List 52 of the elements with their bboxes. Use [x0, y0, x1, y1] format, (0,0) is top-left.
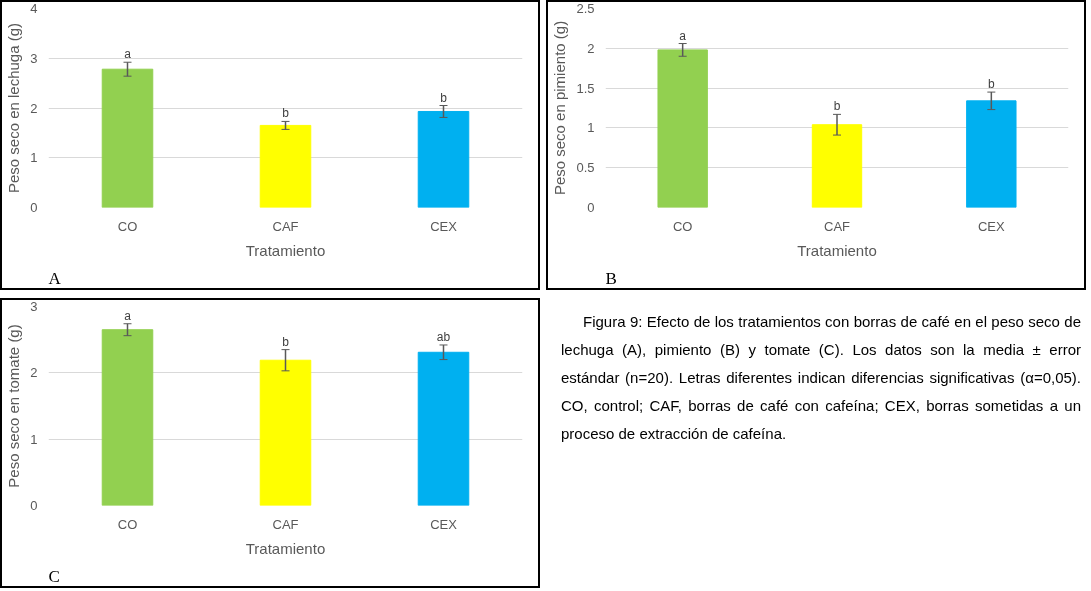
- x-axis-title: Tratamiento: [245, 241, 326, 259]
- y-tick-label: 3: [30, 299, 38, 314]
- y-tick-label: 2.5: [576, 1, 595, 16]
- annotation: a: [124, 47, 132, 62]
- x-tick-label: CAF: [272, 516, 299, 532]
- y-tick-label: 1: [587, 120, 595, 136]
- y-tick-label: 2: [587, 40, 595, 56]
- x-tick-label: CAF: [272, 218, 299, 234]
- annotation: b: [988, 77, 995, 92]
- y-axis-title: Peso seco en lechuga (g): [5, 22, 23, 194]
- annotation: a: [679, 28, 687, 43]
- bar: [966, 100, 1017, 208]
- bar: [417, 110, 470, 208]
- annotation: b: [282, 106, 290, 121]
- x-tick-label: CEX: [430, 218, 458, 234]
- y-tick-label: 4: [30, 1, 38, 16]
- annotation: b: [833, 99, 841, 114]
- y-tick-label: 2: [30, 365, 38, 381]
- bar: [259, 124, 312, 208]
- text: Figura 9: Efecto de los tratamientos con borras de café en el peso seco de lechuga (A), pimiento (B) y tomate (C). Los datos son la media ± error estándar (n=20). Letras diferentes indican diferencias significativas (α=0,05). CO, control; CAF, borras de café con cafeína; CEX, borras sometidas a un proceso de extracción de cafeína.: [561, 312, 1081, 444]
- text: C: [48, 566, 60, 586]
- y-tick-label: 0: [30, 498, 38, 513]
- bar: [259, 359, 312, 506]
- x-axis-title: Tratamiento: [797, 241, 877, 259]
- annotation: b: [440, 90, 448, 105]
- y-tick-label: 0: [587, 200, 595, 215]
- x-tick-label: CEX: [977, 218, 1006, 234]
- x-tick-label: CEX: [430, 516, 458, 532]
- y-tick-label: 1: [30, 150, 38, 166]
- y-tick-label: 1.5: [576, 80, 595, 96]
- bar: [417, 351, 470, 506]
- x-tick-label: CO: [672, 218, 693, 234]
- bar: [101, 68, 154, 208]
- y-axis-title: Peso seco en tomate (g): [5, 324, 23, 488]
- x-tick-label: CO: [117, 516, 138, 532]
- bar: [101, 329, 154, 506]
- y-tick-label: 1: [30, 431, 38, 447]
- y-tick-label: 2: [30, 100, 38, 116]
- text: B: [605, 268, 617, 288]
- x-axis-title: Tratamiento: [245, 539, 326, 557]
- bar: [657, 49, 708, 208]
- y-tick-label: 0.5: [576, 160, 595, 176]
- x-tick-label: CO: [117, 218, 138, 234]
- annotation: b: [282, 334, 290, 349]
- y-tick-label: 3: [30, 50, 38, 66]
- y-axis-title: Peso seco en pimiento (g): [551, 20, 569, 196]
- text: A: [48, 268, 62, 288]
- x-tick-label: CAF: [824, 218, 851, 234]
- annotation: ab: [436, 329, 451, 344]
- annotation: a: [124, 308, 132, 323]
- y-tick-label: 0: [30, 200, 38, 215]
- bar: [811, 124, 863, 208]
